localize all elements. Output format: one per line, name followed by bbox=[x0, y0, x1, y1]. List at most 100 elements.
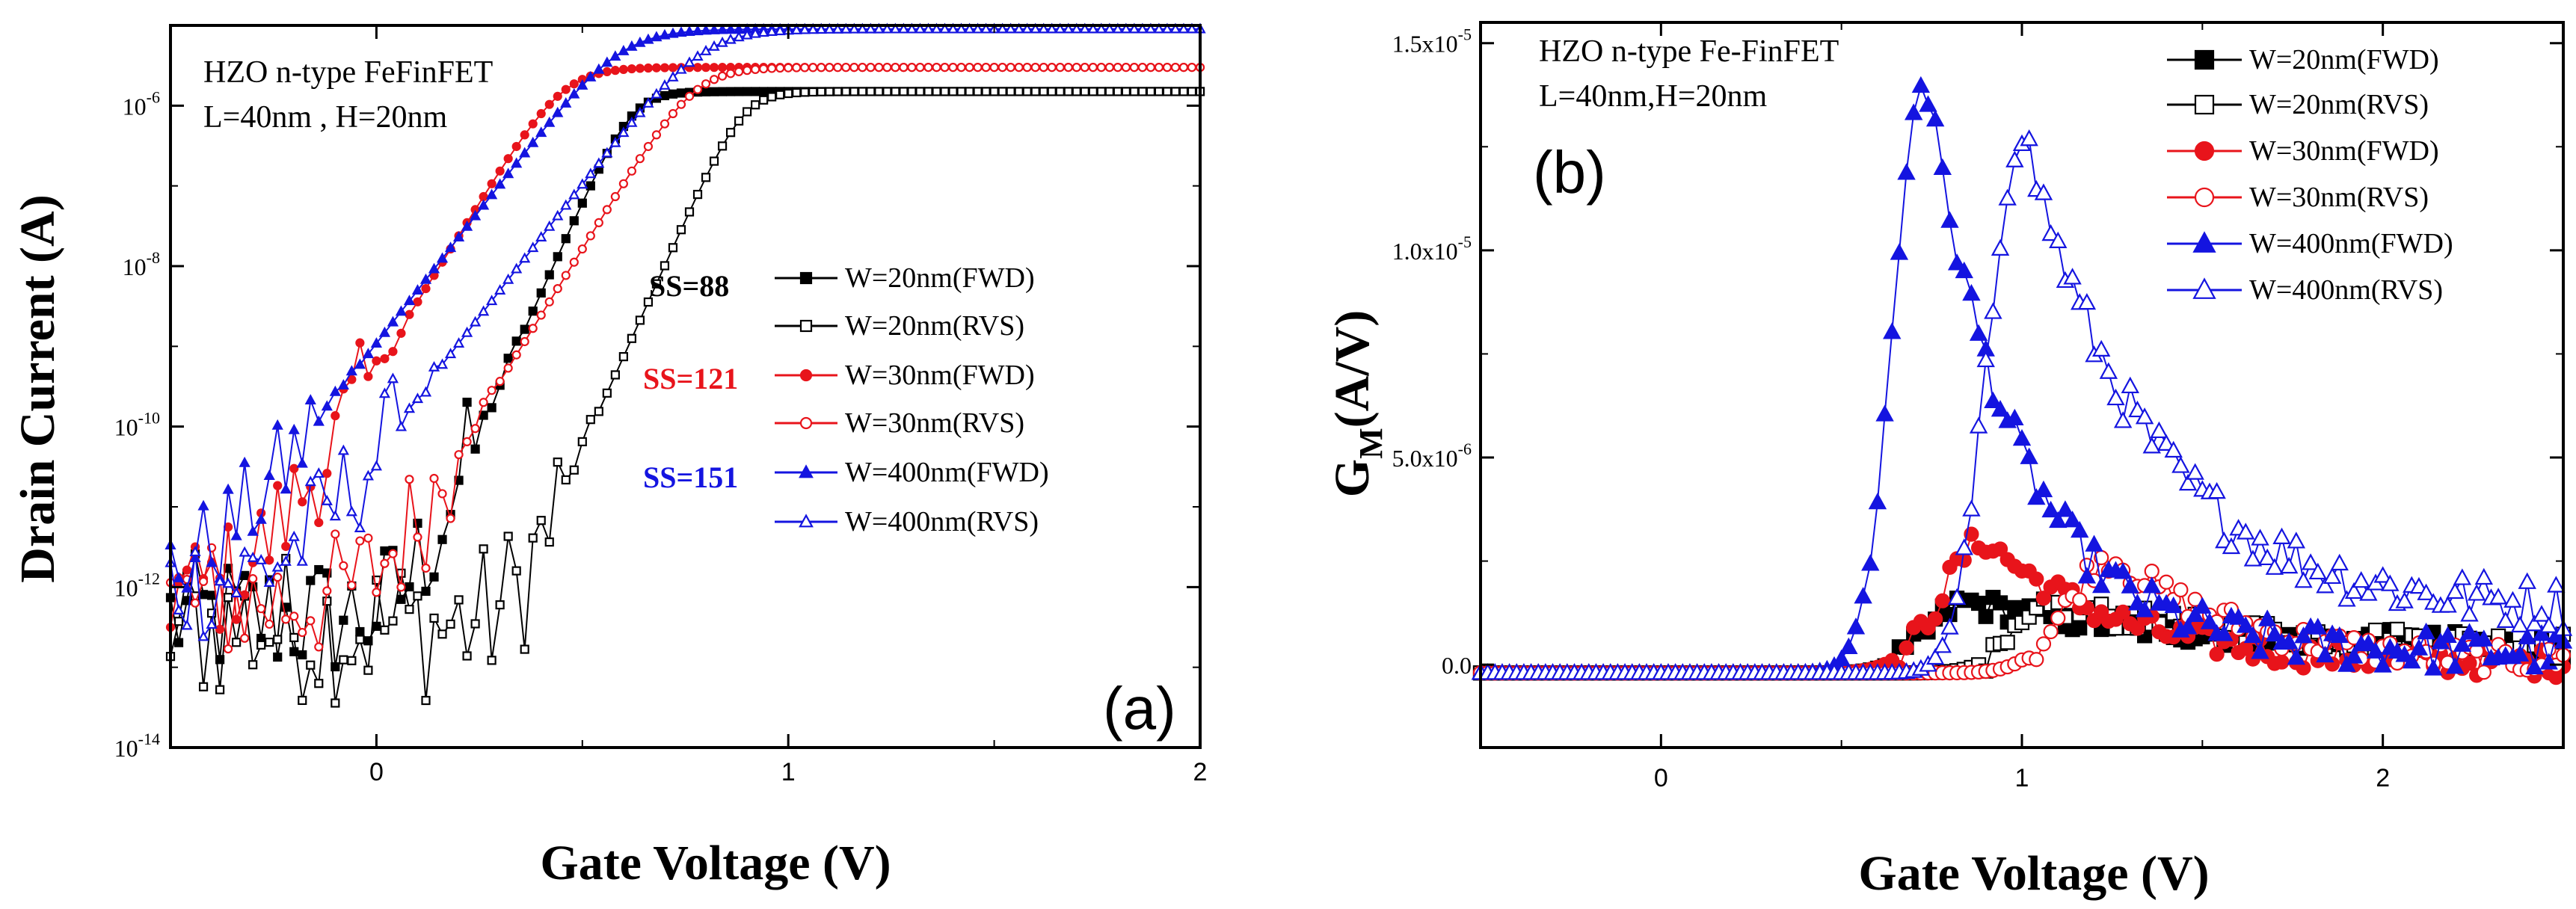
data-point bbox=[626, 116, 638, 127]
data-point bbox=[362, 469, 374, 481]
data-point bbox=[1868, 493, 1887, 510]
data-point bbox=[1087, 22, 1099, 34]
ss-label-30nm: SS=121 bbox=[643, 362, 738, 395]
data-point bbox=[281, 541, 291, 552]
y-tick-label: 10-8 bbox=[123, 248, 160, 280]
panel-b-y-axis-label-unit: (A/V) bbox=[1325, 310, 1380, 428]
x-tick-label: 0 bbox=[1654, 764, 1668, 792]
y-tick-label: 10-6 bbox=[123, 87, 160, 120]
data-point bbox=[1984, 302, 2002, 319]
data-point bbox=[380, 625, 390, 635]
data-point bbox=[965, 63, 974, 73]
data-point bbox=[544, 270, 554, 280]
data-point bbox=[2496, 611, 2515, 628]
data-point bbox=[882, 63, 892, 73]
data-point bbox=[388, 347, 398, 357]
data-point bbox=[2462, 656, 2477, 671]
data-point bbox=[1947, 588, 1967, 605]
data-point bbox=[363, 665, 373, 675]
data-point bbox=[2164, 596, 2183, 614]
data-point bbox=[198, 590, 209, 600]
data-point bbox=[190, 598, 200, 608]
data-point bbox=[907, 87, 917, 96]
data-point bbox=[298, 650, 307, 660]
data-point bbox=[1925, 647, 1945, 665]
data-point bbox=[807, 23, 819, 34]
data-point bbox=[2381, 574, 2400, 591]
data-point bbox=[1039, 63, 1048, 73]
data-point bbox=[932, 63, 941, 73]
data-point bbox=[2200, 612, 2219, 629]
y-tick-label: 1.5x10-5 bbox=[1392, 25, 1472, 58]
data-point bbox=[444, 348, 457, 359]
data-point bbox=[709, 156, 719, 166]
data-point bbox=[1006, 87, 1015, 96]
data-point bbox=[1021, 22, 1033, 34]
data-point bbox=[511, 262, 523, 274]
data-point bbox=[511, 350, 521, 360]
data-point bbox=[2460, 623, 2479, 640]
data-point bbox=[668, 63, 678, 73]
data-point bbox=[487, 179, 497, 188]
data-point bbox=[1121, 87, 1131, 96]
panel-a-y-axis-label: Drain Current (A) bbox=[10, 194, 65, 582]
data-point bbox=[1112, 22, 1124, 34]
data-point bbox=[775, 63, 785, 73]
data-point bbox=[1178, 63, 1189, 73]
data-point bbox=[486, 295, 498, 306]
y-tick-label: 10-14 bbox=[114, 730, 160, 762]
data-point bbox=[1911, 76, 1931, 93]
data-point bbox=[1978, 608, 1994, 624]
data-point bbox=[1992, 595, 2008, 611]
data-point bbox=[2099, 362, 2118, 379]
data-point bbox=[2034, 480, 2053, 498]
data-point bbox=[405, 309, 414, 319]
data-point bbox=[2258, 548, 2277, 566]
data-point bbox=[792, 63, 802, 73]
data-point bbox=[446, 619, 455, 629]
data-point bbox=[413, 518, 422, 529]
data-point bbox=[1161, 22, 1173, 34]
ss-label-400nm: SS=151 bbox=[643, 460, 738, 494]
data-point bbox=[2085, 534, 2103, 552]
legend-marker bbox=[799, 271, 813, 285]
data-point bbox=[734, 87, 744, 96]
data-point bbox=[651, 279, 662, 289]
data-point bbox=[848, 22, 860, 34]
data-point bbox=[1072, 63, 1081, 73]
data-point bbox=[1162, 87, 1172, 96]
data-point bbox=[1947, 253, 1967, 271]
legend-marker bbox=[2194, 49, 2215, 70]
data-point bbox=[405, 605, 414, 614]
data-point bbox=[2510, 644, 2530, 662]
data-point bbox=[313, 415, 325, 426]
data-point bbox=[395, 305, 408, 316]
data-point bbox=[2222, 537, 2241, 555]
data-point bbox=[2308, 617, 2327, 635]
data-point bbox=[609, 50, 621, 61]
data-point bbox=[667, 27, 679, 38]
data-point bbox=[899, 87, 909, 96]
data-point bbox=[395, 420, 408, 431]
data-point bbox=[1904, 103, 1923, 120]
data-point bbox=[2193, 597, 2212, 614]
data-point bbox=[642, 97, 654, 108]
data-point bbox=[255, 554, 267, 564]
data-point bbox=[2135, 600, 2154, 617]
data-point bbox=[520, 336, 529, 347]
data-point bbox=[419, 273, 432, 284]
data-point bbox=[569, 216, 579, 226]
legend-label: W=400nm(FWD) bbox=[845, 457, 1049, 488]
data-point bbox=[2367, 622, 2384, 638]
data-point bbox=[1955, 538, 1973, 555]
legend-marker bbox=[799, 416, 813, 430]
data-point bbox=[1030, 22, 1042, 34]
data-point bbox=[2091, 339, 2111, 357]
data-point bbox=[2237, 523, 2255, 540]
data-point bbox=[2467, 584, 2486, 601]
data-point bbox=[1113, 87, 1122, 96]
data-point bbox=[2005, 408, 2024, 426]
panel-b-annotation: HZO n-type Fe-FinFET L=40nm,H=20nm bbox=[1539, 34, 1839, 114]
data-point bbox=[230, 529, 242, 540]
data-point bbox=[370, 337, 383, 348]
